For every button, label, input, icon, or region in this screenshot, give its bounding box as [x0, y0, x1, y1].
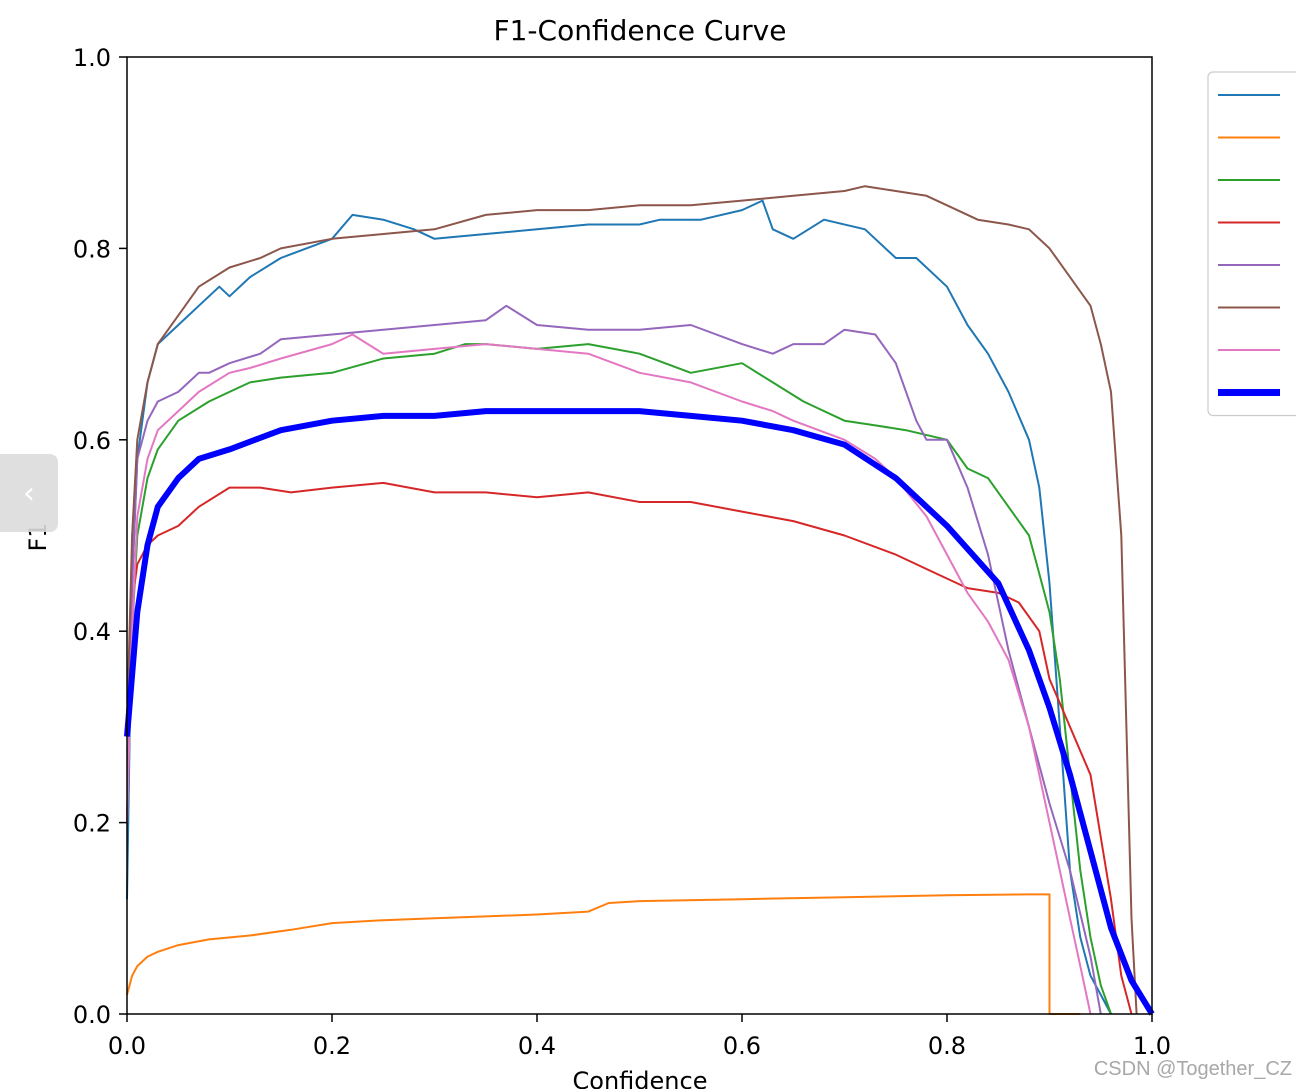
x-tick-label: 0.4 — [518, 1032, 556, 1060]
watermark: CSDN @Together_CZ — [1093, 1058, 1292, 1080]
legend-box — [1207, 71, 1296, 417]
y-tick-label: 0.4 — [73, 618, 111, 646]
series-lines — [124, 185, 1155, 1016]
chevron-left-icon[interactable]: ‹ — [0, 454, 58, 532]
y-tick-label: 1.0 — [73, 44, 111, 72]
series-line-3 — [126, 343, 1112, 1015]
y-tick-label: 0.6 — [73, 427, 111, 455]
y-tick-label: 0.2 — [73, 810, 111, 838]
x-tick-label: 0.0 — [108, 1032, 146, 1060]
series-line-1 — [126, 199, 1112, 1015]
series-line-4 — [126, 481, 1133, 1015]
x-tick-label: 0.6 — [723, 1032, 761, 1060]
legend — [1207, 71, 1296, 417]
chart-title: F1-Confidence Curve — [494, 14, 787, 47]
x-tick-label: 0.2 — [313, 1032, 351, 1060]
series-line-5 — [126, 304, 1102, 1015]
y-tick-label: 0.0 — [73, 1001, 111, 1029]
plot-frame — [126, 56, 1153, 1015]
series-line-7 — [126, 333, 1092, 1015]
series-line-8 — [124, 408, 1155, 1016]
axis-ticks: 0.0 0.2 0.4 0.6 0.8 1.0 0.0 0.2 0.4 0.6 0.8 1.0 — [73, 44, 1171, 1060]
series-line-2 — [126, 893, 1081, 1015]
series-line-6 — [126, 185, 1138, 1015]
x-axis-label: Confidence — [573, 1067, 708, 1089]
x-tick-label: 0.8 — [928, 1032, 966, 1060]
y-tick-label: 0.8 — [73, 235, 111, 263]
x-tick-label: 1.0 — [1133, 1032, 1171, 1060]
